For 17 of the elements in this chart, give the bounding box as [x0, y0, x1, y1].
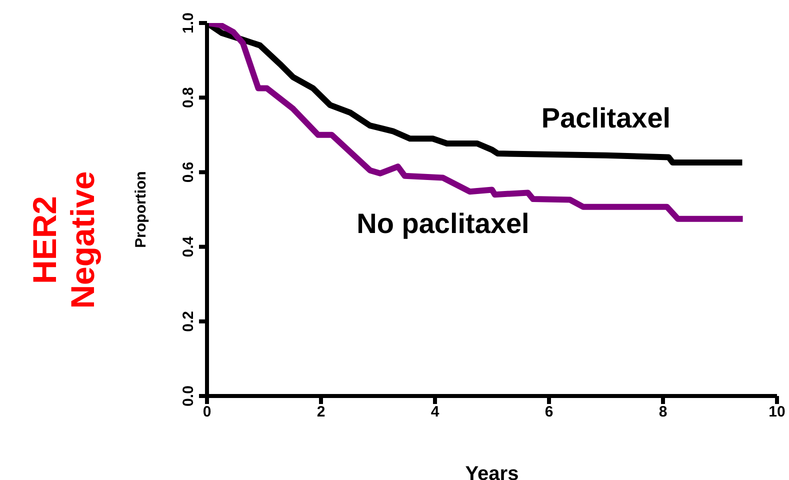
- y-axis-title: Proportion: [132, 171, 150, 248]
- series-label: No paclitaxel: [356, 208, 530, 239]
- x-tick-label: 0: [202, 404, 212, 421]
- panel-title: HER2 Negative: [0, 0, 120, 480]
- x-tick-label: 6: [544, 404, 554, 421]
- x-tick-label: 2: [316, 404, 326, 421]
- x-tick-label: 10: [768, 404, 786, 421]
- y-tick-label: 1.0: [180, 12, 197, 34]
- y-tick-label: 0.6: [180, 162, 197, 183]
- x-tick-label: 4: [430, 404, 440, 421]
- y-tick-label: 0.2: [180, 310, 197, 332]
- x-tick-label: 8: [658, 404, 668, 421]
- series-label: Paclitaxel: [541, 102, 671, 134]
- y-tick-label: 0.0: [180, 386, 197, 406]
- y-tick-label: 0.8: [180, 87, 197, 108]
- x-axis-title: Years: [465, 463, 519, 480]
- y-tick-label: 0.4: [180, 236, 197, 258]
